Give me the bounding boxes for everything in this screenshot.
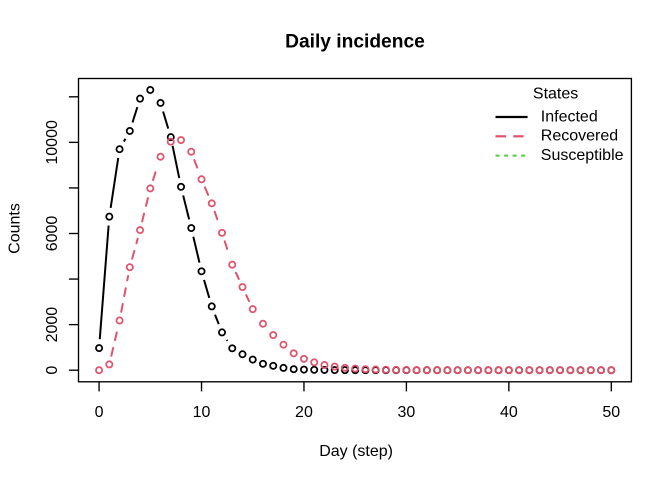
svg-text:Susceptible: Susceptible: [541, 147, 624, 164]
svg-text:Recovered: Recovered: [541, 128, 618, 145]
svg-text:50: 50: [602, 404, 620, 421]
svg-text:Daily incidence: Daily incidence: [285, 31, 425, 52]
svg-text:6000: 6000: [44, 216, 61, 252]
svg-text:30: 30: [398, 404, 416, 421]
svg-text:10: 10: [193, 404, 211, 421]
svg-text:Counts: Counts: [7, 203, 24, 254]
svg-text:40: 40: [500, 404, 518, 421]
svg-text:20: 20: [295, 404, 313, 421]
svg-text:Day (step): Day (step): [319, 443, 393, 460]
svg-text:Infected: Infected: [541, 108, 598, 125]
svg-text:0: 0: [44, 366, 61, 375]
svg-text:2000: 2000: [44, 307, 61, 343]
svg-text:States: States: [533, 85, 578, 102]
svg-text:0: 0: [95, 404, 104, 421]
svg-text:10000: 10000: [44, 120, 61, 165]
